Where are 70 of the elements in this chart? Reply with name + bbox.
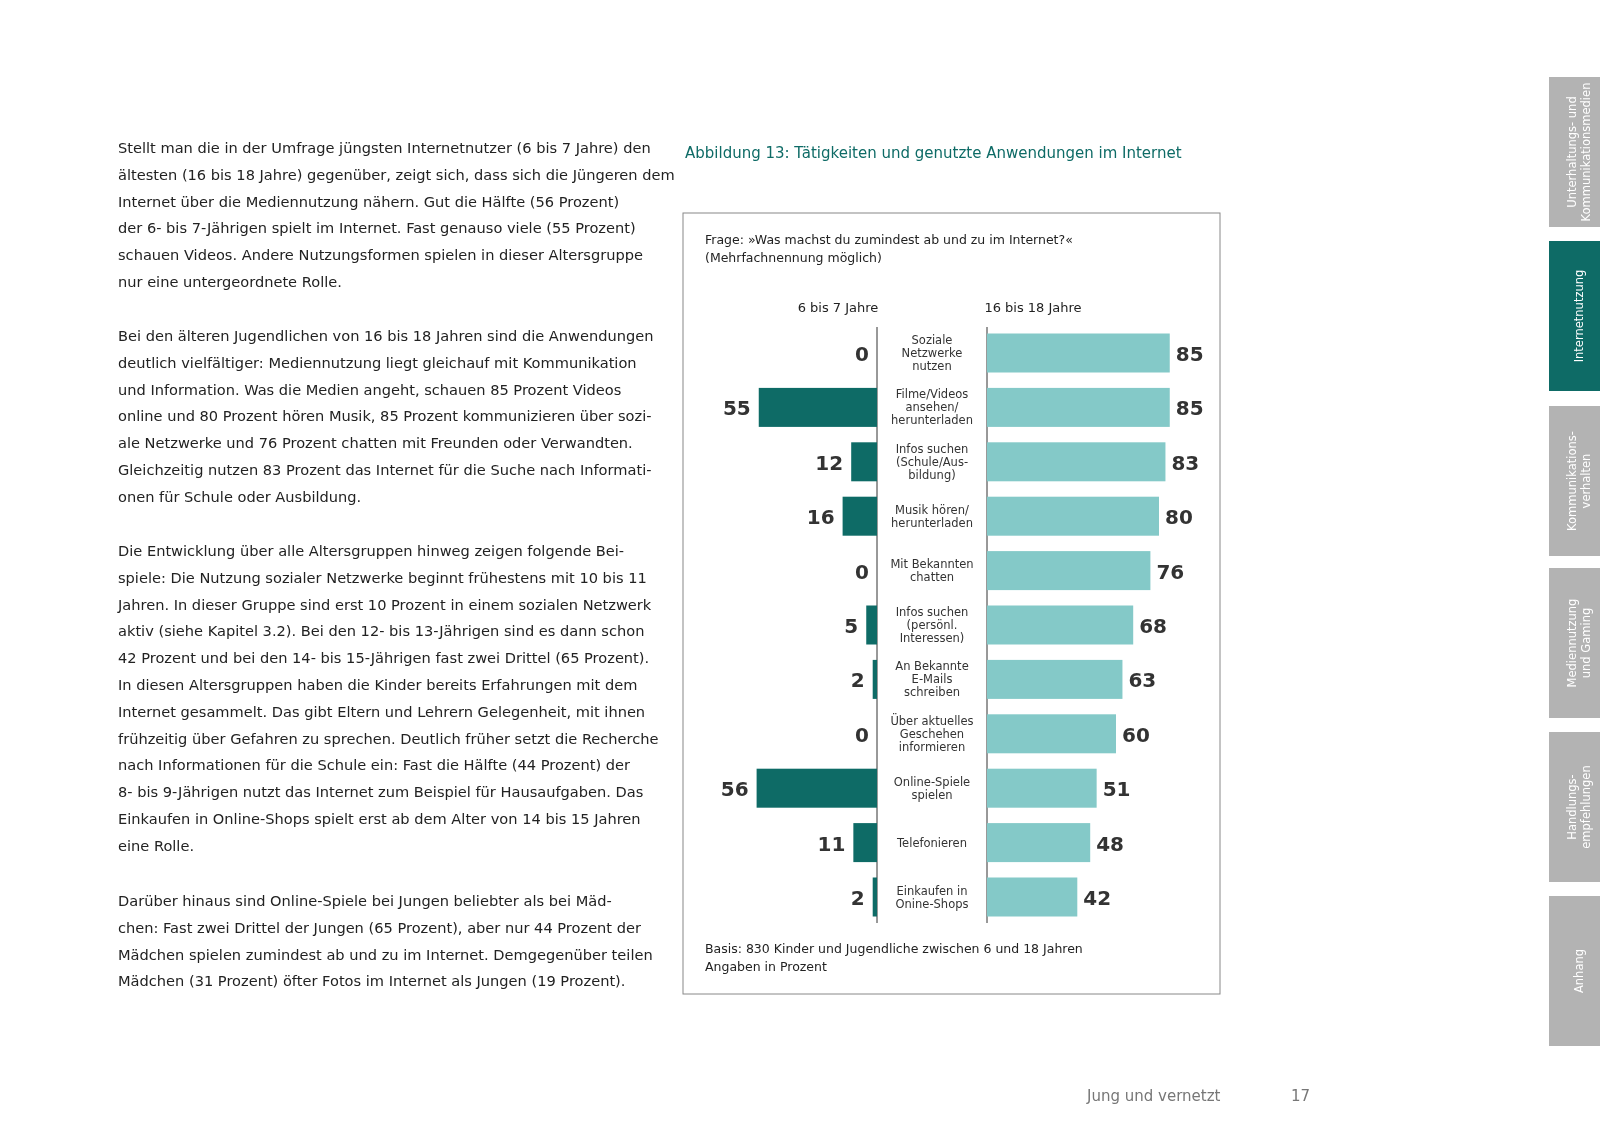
y-tick-label: Musik hören/ herunterladen [891,502,973,530]
data-label: 63 [1128,668,1157,693]
text: Unterhaltungs- und Kommunikationsmedien [1565,82,1593,222]
y-tick-label: Telefonieren [896,835,967,850]
data-label: 42 [1083,886,1112,910]
text: Die Entwicklung über alle Altersgruppen hinweg zeigen folgende Bei- spiele: Die Nutzung sozialer Netzwerke beginnt frühestens mit 10 bis 11 Jahren. In dieser Gruppe sind erst 10 Prozent in einem sozialen Netzwerk aktiv (siehe Kapitel 3.2). Bei den 12- bis 13-Jährigen sind es dann schon 42 Prozent und bei den 14- bis 15-Jährigen fast zwei Drittel (65 Prozent). In diesen Altersgruppen haben die Kinder bereits Erfahrungen mit dem Internet gesammelt. Das gibt Eltern und Lehrern Gelegenheit, mit ihnen frühzeitig über Gefahren zu sprechen. Deutlich früher setzt die Recherche nach Informationen für die Schule ein: Fast die Hälfte (44 Prozent) der 8- bis 9-Jährigen nutzt das Internet zum Beispiel für Hausaufgaben. Das Einkaufen in Online-Shops spielt erst ab dem Alter von 14 bis 15 Jahren eine Rolle. [118,542,659,854]
bar [987,496,1159,536]
y-tick-label: Infos suchen (persönl. Interessen) [895,605,969,645]
bar [987,333,1170,373]
text: Anhang [1572,948,1586,994]
data-label: 76 [1156,559,1185,584]
y-tick-label: Soziale Netzwerke nutzen [901,333,963,373]
data-label: 83 [1171,450,1200,475]
y-tick-label: Mit Bekannten chatten [890,557,974,585]
bar [987,768,1097,808]
data-label: 2 [850,886,865,910]
data-label: 55 [722,396,751,421]
bar [987,823,1091,863]
bar [987,551,1151,591]
text: Internetnutzung [1572,269,1586,363]
data-label: 5 [844,614,859,638]
text: Bei den älteren Jugendlichen von 16 bis 18 Jahren sind die Anwendungen deutlich vielfältiger: Mediennutzung liegt gleichauf mit Kommunikation und Information. Was die Medien angeht, schauen 85 Prozent Videos online und 80 Prozent hören Musik, 85 Prozent kommunizieren über sozi- ale Netzwerke und 76 Prozent chatten mit Freunden oder Verwandten. Gleichzeitig nutzen 83 Prozent das Internet für die Suche nach Informati- onen für Schule oder Ausbildung. [118,327,654,505]
text: Handlungs- empfehlungen [1565,765,1593,849]
text: Darüber hinaus sind Online-Spiele bei Jungen beliebter als bei Mäd- chen: Fast zwei Drittel der Jungen (65 Prozent), aber nur 44 Prozent der Mädchen spielen zumindest ab und zu im Internet. Demgegenüber teilen Mädchen (31 Prozent) öfter Fotos im Internet als Jungen (19 Prozent). [118,892,653,990]
data-label: 0 [855,722,869,747]
data-label: 0 [855,559,869,584]
data-label: 16 [806,505,835,530]
bar [853,823,877,863]
y-tick-label: Einkaufen in Onine-Shops [895,883,969,911]
bar [872,659,877,699]
bar [987,605,1134,645]
y-tick-label: An Bekannte E-Mails schreiben [895,659,969,700]
bar [987,714,1116,754]
data-label: 85 [1175,342,1204,366]
y-tick-label: Filme/Videos ansehen/ herunterladen [891,387,973,428]
text: 17 [1291,1087,1311,1105]
text: Angaben in Prozent [705,959,827,974]
bar [987,877,1078,917]
text: Jung und vernetzt [1086,1087,1221,1105]
bar [987,659,1123,699]
series-label: 16 bis 18 Jahre [984,300,1082,315]
bar [851,442,877,482]
bar [758,387,877,427]
bar [987,387,1170,427]
data-label: 56 [720,777,749,802]
text: 6 bis 7 Jahre [797,300,879,315]
text: Mediennutzung und Gaming [1565,598,1593,688]
y-tick-label: Infos suchen (Schule/Aus- bildung) [895,441,969,482]
y-tick-label: Über aktuelles Geschehen informieren [890,711,974,754]
text: Kommunikations- verhalten [1565,431,1593,531]
data-label: 11 [817,831,846,856]
bar [866,605,877,645]
data-label: 2 [850,668,865,693]
text: Abbildung 13: Tätigkeiten und genutzte Anwendungen im Internet [685,144,1182,162]
chart-subtitle: Frage: »Was machst du zumindest ab und zu im Internet?« (Mehrfachnennung möglich) [705,232,1073,265]
text: Stellt man die in der Umfrage jüngsten Internetnutzer (6 bis 7 Jahre) den ältesten (16 bis 18 Jahre) gegenüber, zeigt sich, dass sich die Jüngeren dem Internet über die Mediennutzung nähern. Gut die Hälfte (56 Prozent) der 6- bis 7-Jährigen spielt im Internet. Fast genauso viele (55 Prozent) schauen Videos. Andere Nutzungsformen spielen in dieser Altersgruppe nur eine untergeordnete Rolle. [118,139,675,290]
data-label: 48 [1096,831,1125,856]
bar [842,496,877,536]
bar [756,768,877,808]
data-label: 12 [815,450,844,475]
data-label: 51 [1102,777,1131,802]
y-tick-label: Online-Spiele spielen [893,774,971,802]
data-label: 60 [1122,722,1150,747]
text: Basis: 830 Kinder und Jugendliche zwischen 6 und 18 Jahren [705,941,1083,956]
data-label: 0 [855,342,869,366]
bar [987,442,1166,482]
bar [872,877,877,917]
data-label: 80 [1165,505,1193,530]
data-label: 68 [1139,614,1168,638]
data-label: 85 [1175,396,1204,421]
